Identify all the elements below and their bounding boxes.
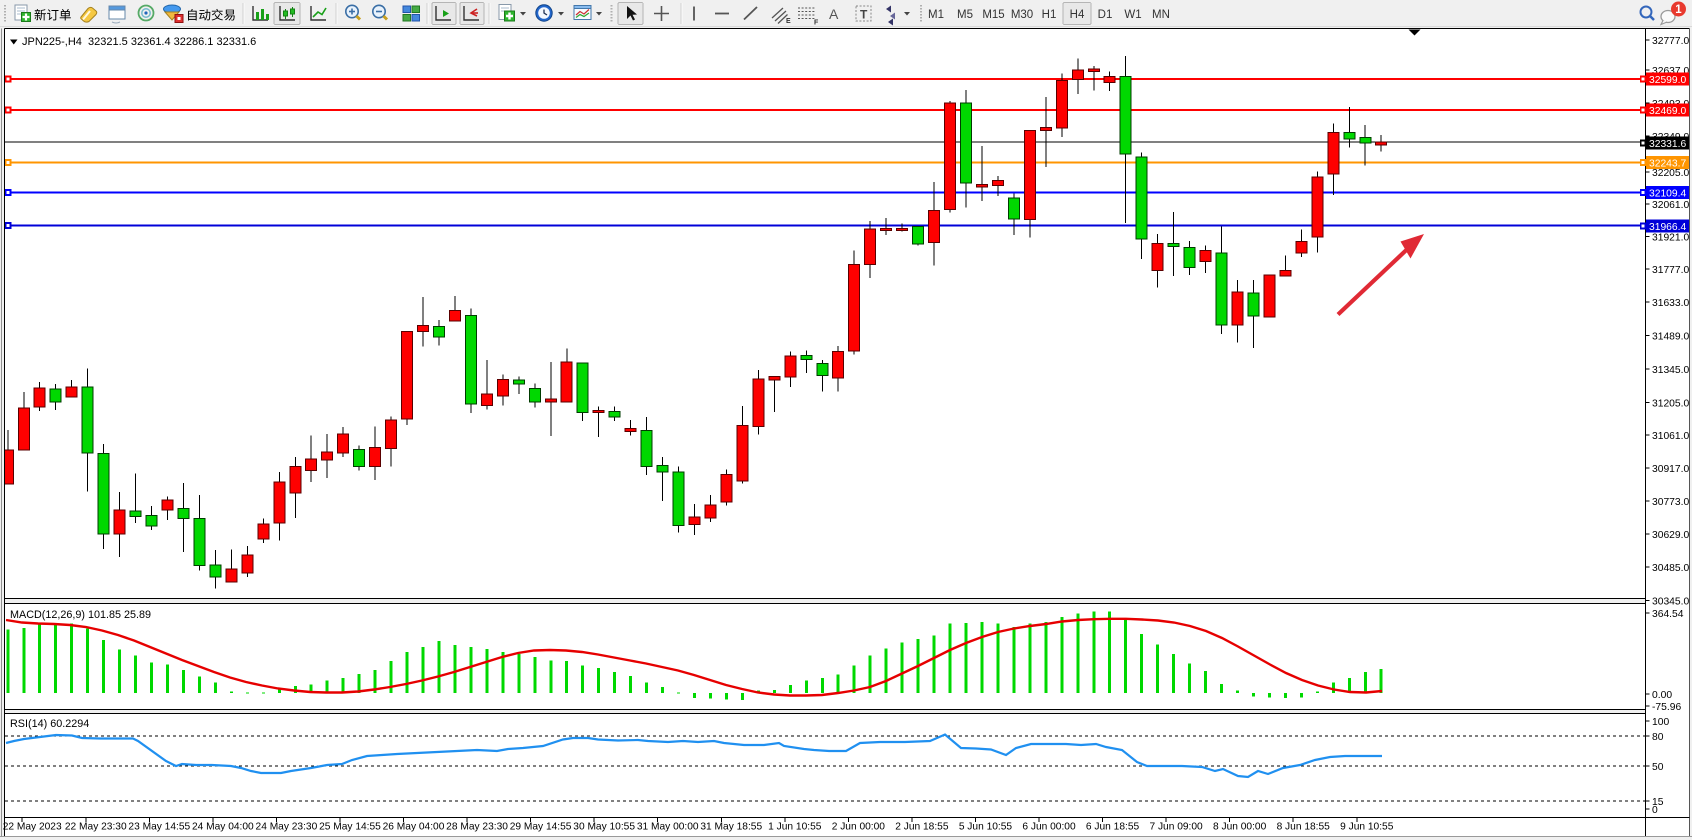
svg-text:MN: MN (1152, 9, 1170, 21)
svg-text:H4: H4 (1070, 9, 1085, 21)
svg-text:31489.0: 31489.0 (1652, 332, 1689, 343)
svg-text:30917.0: 30917.0 (1652, 464, 1689, 475)
svg-text:0.00: 0.00 (1652, 690, 1672, 701)
svg-text:W1: W1 (1124, 9, 1141, 21)
svg-text:H1: H1 (1042, 9, 1057, 21)
svg-text:8 Jun 00:00: 8 Jun 00:00 (1213, 822, 1267, 833)
svg-text:A: A (829, 6, 839, 22)
svg-text:32109.4: 32109.4 (1649, 189, 1686, 200)
svg-text:32777.0: 32777.0 (1652, 36, 1689, 47)
svg-text:24 May 23:30: 24 May 23:30 (256, 822, 318, 833)
svg-text:31205.0: 31205.0 (1652, 399, 1689, 410)
svg-text:31 May 18:55: 31 May 18:55 (700, 822, 762, 833)
svg-text:6 Jun 00:00: 6 Jun 00:00 (1022, 822, 1076, 833)
svg-text:364.54: 364.54 (1652, 609, 1684, 620)
svg-text:30773.0: 30773.0 (1652, 497, 1689, 508)
svg-text:32061.0: 32061.0 (1652, 200, 1689, 211)
svg-text:32637.0: 32637.0 (1652, 66, 1689, 77)
svg-text:M30: M30 (1011, 9, 1033, 21)
svg-text:5 Jun 10:55: 5 Jun 10:55 (959, 822, 1013, 833)
svg-text:25 May 14:55: 25 May 14:55 (319, 822, 381, 833)
svg-text:0: 0 (1652, 805, 1658, 816)
svg-text:2 Jun 00:00: 2 Jun 00:00 (832, 822, 886, 833)
svg-text:32469.0: 32469.0 (1649, 106, 1686, 117)
svg-text:M5: M5 (957, 9, 973, 21)
svg-text:32599.0: 32599.0 (1649, 75, 1686, 86)
svg-text:31345.0: 31345.0 (1652, 365, 1689, 376)
svg-text:F: F (814, 20, 819, 27)
svg-text:22 May 23:30: 22 May 23:30 (65, 822, 127, 833)
svg-text:30345.0: 30345.0 (1652, 597, 1689, 608)
svg-text:E: E (786, 18, 791, 25)
svg-text:1: 1 (1675, 4, 1682, 16)
svg-text:31921.0: 31921.0 (1652, 233, 1689, 244)
svg-text:M15: M15 (982, 9, 1004, 21)
svg-text:31777.0: 31777.0 (1652, 265, 1689, 276)
svg-text:2 Jun 18:55: 2 Jun 18:55 (895, 822, 949, 833)
svg-text:32331.6: 32331.6 (1649, 139, 1686, 150)
svg-text:100: 100 (1652, 717, 1669, 728)
svg-text:7 Jun 09:00: 7 Jun 09:00 (1149, 822, 1203, 833)
svg-text:31 May 00:00: 31 May 00:00 (637, 822, 699, 833)
svg-text:31061.0: 31061.0 (1652, 431, 1689, 442)
svg-text:T: T (860, 8, 868, 22)
svg-text:80: 80 (1652, 732, 1664, 743)
svg-text:JPN225-,H4 32321.5 32361.4 32: JPN225-,H4 32321.5 32361.4 32286.1 32331… (22, 36, 256, 48)
svg-text:-75.96: -75.96 (1652, 702, 1681, 713)
svg-text:29 May 14:55: 29 May 14:55 (510, 822, 572, 833)
svg-text:26 May 04:00: 26 May 04:00 (383, 822, 445, 833)
svg-text:22 May 2023: 22 May 2023 (3, 822, 62, 833)
svg-text:24 May 04:00: 24 May 04:00 (192, 822, 254, 833)
svg-text:23 May 14:55: 23 May 14:55 (128, 822, 190, 833)
svg-text:6 Jun 18:55: 6 Jun 18:55 (1086, 822, 1140, 833)
svg-text:MACD(12,26,9) 101.85 25.89: MACD(12,26,9) 101.85 25.89 (10, 609, 151, 621)
svg-text:28 May 23:30: 28 May 23:30 (446, 822, 508, 833)
svg-text:9 Jun 10:55: 9 Jun 10:55 (1340, 822, 1394, 833)
svg-text:50: 50 (1652, 762, 1664, 773)
svg-text:31966.4: 31966.4 (1649, 222, 1686, 233)
svg-text:RSI(14) 60.2294: RSI(14) 60.2294 (10, 718, 89, 730)
svg-text:30485.0: 30485.0 (1652, 563, 1689, 574)
svg-text:1 Jun 10:55: 1 Jun 10:55 (768, 822, 822, 833)
svg-text:15: 15 (1652, 797, 1664, 808)
svg-text:D1: D1 (1098, 9, 1113, 21)
svg-text:30 May 10:55: 30 May 10:55 (573, 822, 635, 833)
svg-text:8 Jun 18:55: 8 Jun 18:55 (1277, 822, 1331, 833)
svg-text:M1: M1 (928, 9, 944, 21)
svg-text:31633.0: 31633.0 (1652, 298, 1689, 309)
svg-text:30629.0: 30629.0 (1652, 530, 1689, 541)
svg-text:32205.0: 32205.0 (1652, 168, 1689, 179)
svg-text:32243.7: 32243.7 (1649, 159, 1686, 170)
